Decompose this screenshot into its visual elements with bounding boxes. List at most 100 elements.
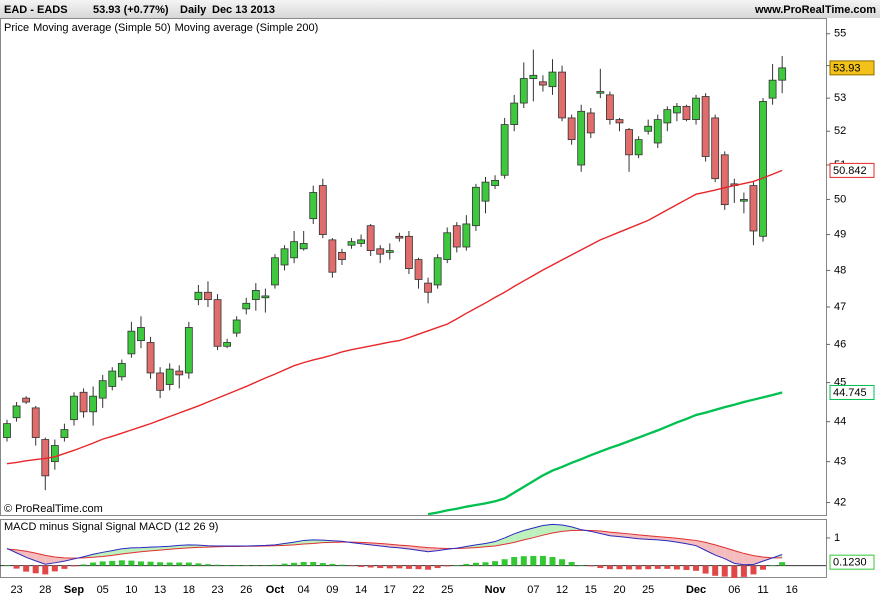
x-tick-label: 16 — [786, 584, 798, 596]
legend-entry: MACD minus Signal — [4, 521, 102, 533]
x-tick-label: 26 — [240, 584, 252, 596]
legend-entry: Moving average (Simple 50) — [33, 22, 171, 34]
candle-body — [749, 185, 758, 232]
watermark: © ProRealTime.com — [4, 503, 103, 515]
candle-body — [510, 102, 519, 125]
histogram-bar — [693, 565, 700, 571]
candle-body — [213, 299, 222, 347]
histogram-bar — [386, 565, 393, 569]
candle-body — [146, 342, 155, 374]
candle-body — [328, 239, 337, 273]
line — [427, 391, 783, 515]
last-price-box — [829, 60, 875, 76]
histogram-bar — [712, 565, 719, 576]
macd-fill — [715, 544, 725, 559]
y-tick-label: 43 — [834, 456, 846, 468]
candle-body — [156, 372, 165, 391]
candle-body — [529, 74, 538, 79]
macd-fill — [121, 547, 132, 554]
candle-body — [634, 139, 643, 156]
histogram-bar — [329, 563, 336, 566]
candle-body — [768, 79, 777, 99]
histogram-bar — [291, 562, 298, 566]
histogram-bar — [224, 565, 231, 566]
x-tick-label: 12 — [556, 584, 568, 596]
x-tick-label: 17 — [384, 584, 396, 596]
histogram-bar — [99, 561, 106, 566]
candle-body — [663, 109, 672, 124]
candle-body — [117, 362, 126, 378]
candle-body — [385, 250, 394, 253]
histogram-bar — [348, 565, 355, 567]
candle-body — [567, 117, 576, 141]
header-bar — [0, 0, 880, 18]
histogram-bar — [415, 565, 422, 570]
histogram-bar — [539, 555, 546, 566]
histogram-bar — [176, 562, 183, 566]
legend-label: Price — [4, 22, 29, 34]
x-tick-label: 09 — [326, 584, 338, 596]
histogram-bar — [281, 563, 288, 566]
macd-fill — [93, 552, 103, 558]
histogram-bar — [501, 559, 508, 566]
candle-body — [376, 248, 385, 255]
x-tick-label: 20 — [613, 584, 625, 596]
histogram-bar — [23, 565, 30, 572]
candle-body — [395, 235, 404, 239]
candle-body — [280, 248, 289, 266]
macd-fill — [26, 551, 36, 561]
y-tick-label: 1 — [834, 532, 840, 544]
histogram-bar — [578, 565, 585, 566]
histogram-bar — [214, 564, 221, 566]
histogram-bar — [740, 565, 747, 577]
histogram-bar — [367, 565, 374, 568]
candle-body — [653, 119, 662, 144]
candle-body — [424, 282, 432, 293]
candle-body — [89, 395, 98, 413]
histogram-bar — [597, 565, 604, 569]
histogram-bar — [252, 565, 259, 566]
histogram-bar — [166, 562, 173, 566]
histogram-bar — [606, 565, 613, 570]
histogram-bar — [425, 565, 432, 570]
histogram-bar — [731, 565, 738, 578]
candle-body — [481, 181, 490, 202]
x-tick-label: 06 — [728, 584, 740, 596]
histogram-bar — [243, 565, 250, 566]
candle-body — [165, 368, 174, 385]
histogram-bar — [520, 556, 527, 566]
candle-body — [108, 370, 117, 387]
histogram-bar — [118, 560, 125, 566]
candle-body — [548, 71, 557, 88]
histogram-bar — [70, 565, 77, 567]
candle-body — [414, 259, 423, 280]
period: Daily — [180, 4, 207, 16]
y-tick-label: 52 — [834, 125, 846, 137]
histogram-bar — [147, 561, 154, 566]
histogram-bar — [319, 563, 326, 566]
candle-body — [223, 342, 232, 347]
histogram-bar — [568, 561, 575, 566]
x-tick-label: 04 — [298, 584, 310, 596]
histogram-bar — [377, 565, 384, 569]
histogram-bar — [626, 565, 633, 570]
histogram-bar — [396, 565, 403, 569]
histogram-bar — [463, 563, 470, 566]
histogram-bar — [13, 565, 20, 569]
histogram-bar — [109, 560, 116, 566]
x-tick-label: 15 — [585, 584, 597, 596]
histogram-bar — [750, 565, 757, 575]
candle-body — [720, 154, 729, 206]
candle-body — [127, 330, 136, 355]
candle-body — [759, 101, 767, 237]
candle-body — [443, 232, 452, 260]
histogram-bar — [673, 565, 680, 570]
candle-body — [357, 239, 365, 244]
candle-body — [79, 391, 88, 413]
histogram-bar — [358, 565, 365, 567]
series-last-value-box — [829, 384, 875, 400]
histogram-bar — [587, 565, 594, 567]
macd-fill — [140, 547, 151, 552]
macd-fill — [705, 542, 716, 556]
value-label-box — [829, 554, 875, 570]
